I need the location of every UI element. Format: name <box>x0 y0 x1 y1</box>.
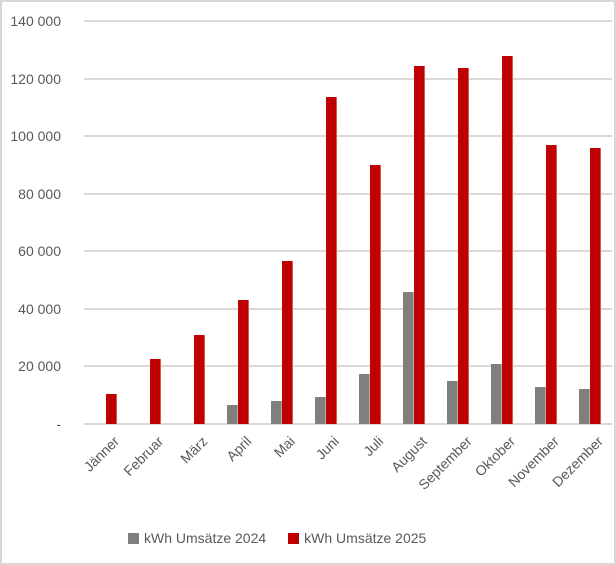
bar-kwh-ums-tze-2025-februar <box>150 359 161 424</box>
x-label-mai: Mai <box>271 433 299 461</box>
bar-kwh-ums-tze-2025-november <box>546 145 557 424</box>
y-tick-label: 140 000 <box>10 13 61 29</box>
legend-swatch-icon <box>128 532 139 544</box>
bar-kwh-ums-tze-2024-oktober <box>491 364 502 424</box>
bar-kwh-ums-tze-2025-dezember <box>590 148 601 424</box>
bar-kwh-ums-tze-2025-oktober <box>502 56 513 424</box>
x-axis-line <box>84 423 612 425</box>
gridline <box>84 135 612 137</box>
bar-kwh-ums-tze-2025-m-rz <box>194 335 205 424</box>
y-tick-label: - <box>56 416 61 432</box>
gridline <box>84 308 612 310</box>
gridline <box>84 365 612 367</box>
x-label-februar: Februar <box>120 433 167 479</box>
legend-item-kwh-ums-tze-2025: kWh Umsätze 2025 <box>288 530 426 546</box>
x-label-j-nner: Jänner <box>80 433 123 475</box>
bar-kwh-ums-tze-2025-juli <box>370 165 381 424</box>
gridline <box>84 250 612 252</box>
x-label-april: April <box>223 433 255 465</box>
legend-swatch-icon <box>288 532 300 544</box>
legend-item-kwh-ums-tze-2024: kWh Umsätze 2024 <box>128 530 266 546</box>
bar-kwh-ums-tze-2024-dezember <box>579 389 590 424</box>
bar-kwh-ums-tze-2024-mai <box>271 401 282 424</box>
bar-kwh-ums-tze-2024-juli <box>359 374 370 424</box>
gridline <box>84 193 612 195</box>
bar-kwh-ums-tze-2024-september <box>447 381 458 424</box>
gridline <box>84 20 612 22</box>
y-tick-label: 80 000 <box>18 186 61 202</box>
x-label-juni: Juni <box>312 433 343 463</box>
x-label-juli: Juli <box>360 433 387 460</box>
y-tick-label: 40 000 <box>18 301 61 317</box>
x-label-m-rz: März <box>176 433 211 467</box>
y-tick-label: 20 000 <box>18 358 61 374</box>
legend: kWh Umsätze 2024 kWh Umsätze 2025 <box>128 530 426 546</box>
x-label-august: August <box>388 433 431 476</box>
y-tick-label: 100 000 <box>10 128 61 144</box>
bar-kwh-ums-tze-2024-juni <box>315 397 326 424</box>
bar-kwh-ums-tze-2024-april <box>227 405 238 424</box>
bar-kwh-ums-tze-2025-april <box>238 300 249 424</box>
bar-kwh-ums-tze-2025-september <box>458 68 469 424</box>
bar-kwh-ums-tze-2025-mai <box>282 261 293 424</box>
bar-kwh-ums-tze-2024-august <box>403 292 414 424</box>
bar-kwh-ums-tze-2024-november <box>535 387 546 424</box>
legend-label: kWh Umsätze 2025 <box>304 530 427 546</box>
bar-kwh-ums-tze-2025-august <box>414 66 425 424</box>
legend-label: kWh Umsätze 2024 <box>144 530 267 546</box>
bar-kwh-ums-tze-2025-j-nner <box>106 394 117 424</box>
gridline <box>84 78 612 80</box>
y-tick-label: 60 000 <box>18 243 61 259</box>
bar-kwh-ums-tze-2025-juni <box>326 97 337 424</box>
y-tick-label: 120 000 <box>10 71 61 87</box>
